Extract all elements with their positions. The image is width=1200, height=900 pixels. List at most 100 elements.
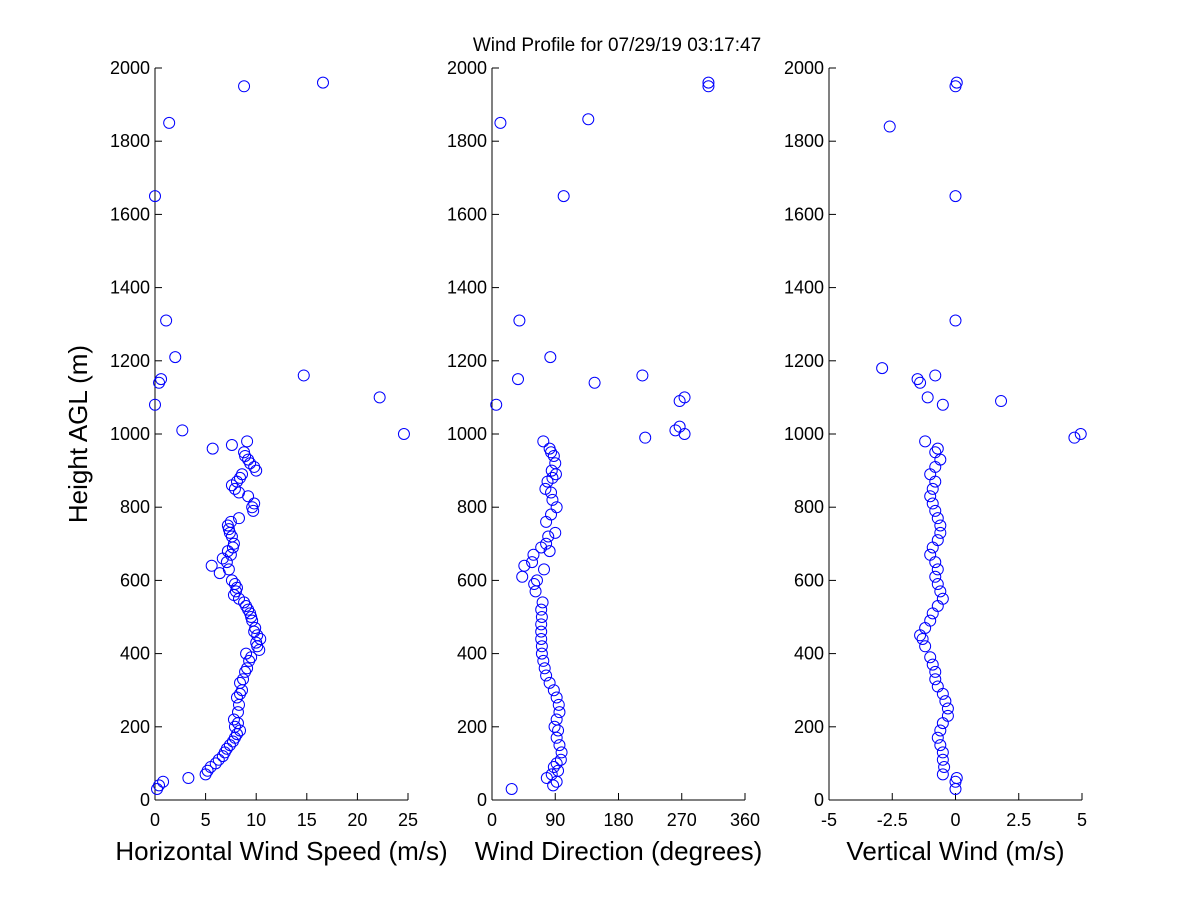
data-point: [528, 578, 541, 591]
data-point: [934, 724, 947, 737]
data-point: [530, 574, 543, 587]
data-point: [919, 621, 932, 634]
data-point: [225, 574, 238, 587]
y-tick-label: 600: [120, 570, 150, 590]
data-point: [931, 600, 944, 613]
data-point: [535, 611, 548, 623]
data-point: [931, 578, 944, 591]
data-point: [936, 768, 949, 781]
data-point: [950, 76, 963, 89]
data-point: [548, 720, 561, 733]
y-tick-label: 800: [794, 497, 824, 517]
y-tick-label: 600: [794, 570, 824, 590]
data-point: [555, 746, 568, 759]
y-tick-label: 1600: [447, 204, 487, 224]
data-point: [929, 446, 942, 459]
data-point: [929, 570, 942, 583]
x-tick-label: 2.5: [1006, 810, 1031, 830]
y-tick-label: 2000: [784, 58, 824, 78]
data-point: [929, 460, 942, 473]
data-point: [241, 435, 254, 448]
x-axis-label: Wind Direction (degrees): [475, 836, 763, 866]
data-point: [516, 570, 529, 583]
data-point: [236, 468, 249, 481]
data-point: [251, 629, 264, 642]
data-point: [921, 391, 934, 404]
y-tick-label: 1000: [784, 424, 824, 444]
data-point: [490, 398, 503, 411]
y-tick-label: 200: [120, 717, 150, 737]
data-point: [230, 691, 243, 704]
data-point: [527, 548, 540, 561]
x-tick-label: 90: [545, 810, 565, 830]
data-point: [540, 537, 553, 550]
data-point: [535, 618, 548, 631]
x-tick-label: 0: [487, 810, 497, 830]
data-point: [545, 768, 558, 781]
data-point: [936, 746, 949, 759]
wind-direction-panel: 0 200 400 600 800 1000 1200 1400 1600 1800 2000 0 90…: [447, 58, 762, 866]
y-tick-label: 0: [814, 790, 824, 810]
data-point: [936, 753, 949, 766]
data-point: [636, 369, 649, 382]
data-point: [938, 761, 951, 774]
data-point: [539, 482, 552, 495]
y-tick-label: 2000: [110, 58, 150, 78]
data-point: [919, 640, 932, 653]
data-point: [545, 508, 558, 521]
data-point: [553, 706, 566, 719]
data-point: [494, 116, 507, 129]
data-point: [225, 438, 238, 451]
data-point: [934, 739, 947, 752]
data-point: [550, 713, 563, 726]
data-point: [926, 497, 939, 510]
data-point: [939, 695, 952, 708]
data-point: [239, 449, 252, 462]
data-point: [297, 369, 310, 382]
data-point: [931, 563, 944, 576]
data-point: [227, 713, 240, 726]
data-point: [526, 556, 539, 569]
data-point: [155, 373, 168, 386]
data-point: [245, 611, 258, 623]
data-point: [238, 446, 251, 459]
data-point: [535, 632, 548, 645]
data-point: [543, 545, 556, 558]
data-point: [936, 687, 949, 700]
data-point: [941, 702, 954, 715]
data-point: [931, 512, 944, 525]
y-tick-label: 1200: [447, 351, 487, 371]
data-point: [251, 640, 264, 653]
data-point: [924, 548, 937, 561]
data-point: [929, 504, 942, 517]
data-point: [246, 614, 259, 627]
data-point: [916, 632, 929, 645]
data-point: [926, 482, 939, 495]
data-point: [883, 120, 896, 133]
data-point: [209, 757, 222, 770]
y-tick-label: 1000: [447, 424, 487, 444]
y-tick-label: 1200: [784, 351, 824, 371]
data-point: [929, 665, 942, 678]
horizontal-wind-speed-panel: 0 200 400 600 800 1000 1200 1400 1600 1800 2000 0 5 1…: [63, 58, 448, 866]
data-point: [231, 706, 244, 719]
y-axis-label: Height AGL (m): [63, 345, 93, 523]
data-point: [206, 442, 219, 455]
data-point: [934, 526, 947, 539]
data-point: [316, 76, 329, 89]
data-point: [702, 76, 715, 89]
data-point: [924, 614, 937, 627]
data-point: [549, 457, 562, 470]
x-tick-label: 180: [603, 810, 633, 830]
data-point: [540, 669, 553, 682]
data-point: [535, 640, 548, 653]
y-tick-label: 200: [794, 717, 824, 737]
data-point: [512, 373, 525, 386]
y-tick-label: 600: [457, 570, 487, 590]
data-point: [249, 621, 262, 634]
data-point: [242, 453, 255, 466]
data-point: [153, 779, 166, 792]
data-point: [936, 717, 949, 730]
data-point: [228, 720, 241, 733]
